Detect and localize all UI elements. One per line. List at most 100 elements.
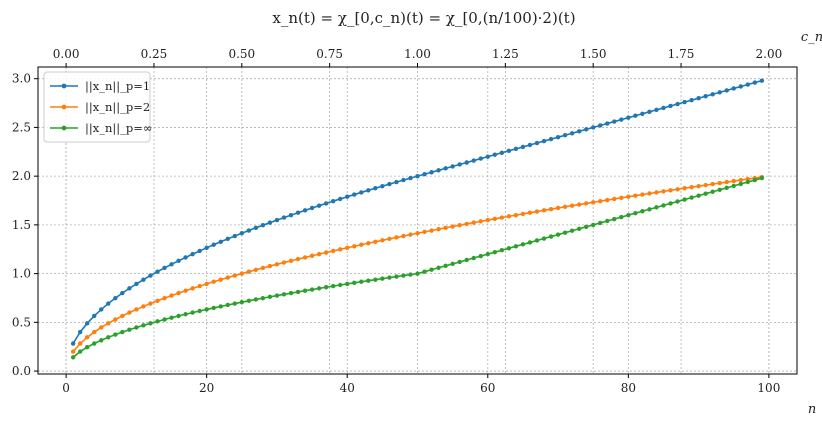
data-point — [183, 312, 188, 317]
data-point — [373, 186, 378, 191]
legend-swatch-marker — [61, 83, 67, 89]
data-point — [548, 234, 554, 239]
data-point — [633, 210, 638, 216]
data-point — [562, 133, 568, 138]
data-point — [590, 200, 596, 205]
data-point — [724, 88, 729, 93]
data-point — [380, 276, 385, 281]
data-point — [436, 168, 441, 173]
data-point — [647, 207, 652, 212]
data-point — [274, 293, 280, 298]
data-point — [148, 321, 153, 326]
data-point — [682, 186, 687, 191]
data-point — [415, 231, 420, 236]
data-point — [555, 205, 561, 211]
legend-entry: ||x_n||_p=∞ — [50, 121, 152, 136]
data-point — [197, 308, 202, 314]
data-point — [422, 229, 427, 235]
data-point — [443, 166, 448, 171]
data-point — [316, 251, 322, 257]
data-point — [738, 84, 743, 89]
data-point — [478, 253, 483, 259]
data-point — [176, 290, 181, 296]
data-point — [337, 247, 343, 252]
data-point — [457, 259, 462, 265]
data-point — [534, 140, 540, 146]
x2-tick-label: 1.25 — [492, 47, 519, 61]
data-point — [422, 172, 427, 177]
data-point — [232, 273, 237, 278]
data-point — [77, 341, 83, 346]
chart-title: x_n(t) = χ_[0,c_n)(t) = χ_[0,(n/100)·2)(… — [272, 9, 575, 27]
data-point — [246, 298, 252, 303]
data-point — [373, 239, 378, 244]
data-point — [478, 219, 483, 224]
data-point — [429, 170, 434, 175]
data-point — [183, 288, 188, 293]
data-point — [92, 329, 97, 335]
data-point — [590, 222, 596, 228]
data-point — [429, 267, 434, 272]
data-point — [204, 281, 209, 287]
data-point — [359, 242, 364, 247]
data-point — [675, 199, 680, 204]
data-point — [323, 250, 329, 255]
data-point — [457, 223, 462, 228]
x-tick-label: 100 — [757, 381, 780, 395]
data-point — [141, 323, 146, 328]
data-point — [443, 225, 448, 231]
data-point — [605, 197, 610, 203]
data-point — [724, 179, 729, 185]
data-point — [70, 341, 76, 346]
data-point — [541, 208, 547, 213]
data-point — [155, 319, 160, 324]
data-point — [190, 310, 195, 315]
legend-label: ||x_n||_p=∞ — [85, 121, 152, 136]
legend-swatch-marker — [61, 125, 67, 131]
data-point — [464, 257, 469, 263]
data-point — [106, 335, 111, 340]
data-point — [640, 192, 645, 197]
data-point — [731, 183, 736, 189]
data-point — [415, 271, 420, 276]
data-point — [246, 269, 252, 274]
x-tick-label: 80 — [621, 381, 636, 395]
data-point — [626, 115, 631, 120]
x2-tick-label: 1.50 — [580, 47, 607, 61]
data-point — [555, 232, 561, 237]
data-point — [626, 194, 631, 199]
y-tick-label: 1.5 — [12, 218, 31, 232]
data-point — [682, 99, 687, 105]
legend-box — [43, 71, 151, 143]
data-point — [576, 202, 582, 207]
data-point — [675, 187, 680, 192]
data-point — [471, 158, 476, 163]
data-point — [612, 196, 617, 202]
data-point — [295, 289, 301, 295]
data-point — [429, 228, 434, 233]
data-point — [682, 197, 687, 202]
series-1 — [70, 78, 765, 346]
data-point — [661, 189, 666, 194]
data-point — [162, 317, 167, 322]
data-point — [387, 236, 392, 242]
data-point — [134, 307, 139, 312]
data-point — [576, 129, 582, 134]
data-point — [70, 349, 76, 354]
data-point — [436, 265, 441, 270]
data-point — [218, 304, 223, 309]
data-point — [562, 204, 568, 210]
data-point — [176, 258, 181, 264]
data-point — [302, 255, 308, 260]
data-point — [619, 214, 624, 220]
data-point — [731, 86, 736, 91]
data-point — [155, 298, 160, 303]
data-point — [77, 329, 83, 335]
data-point — [590, 125, 596, 130]
data-point — [696, 193, 701, 198]
data-point — [661, 105, 666, 111]
data-point — [239, 231, 245, 236]
data-point — [253, 297, 259, 302]
data-point — [253, 225, 259, 231]
data-point — [120, 313, 125, 319]
